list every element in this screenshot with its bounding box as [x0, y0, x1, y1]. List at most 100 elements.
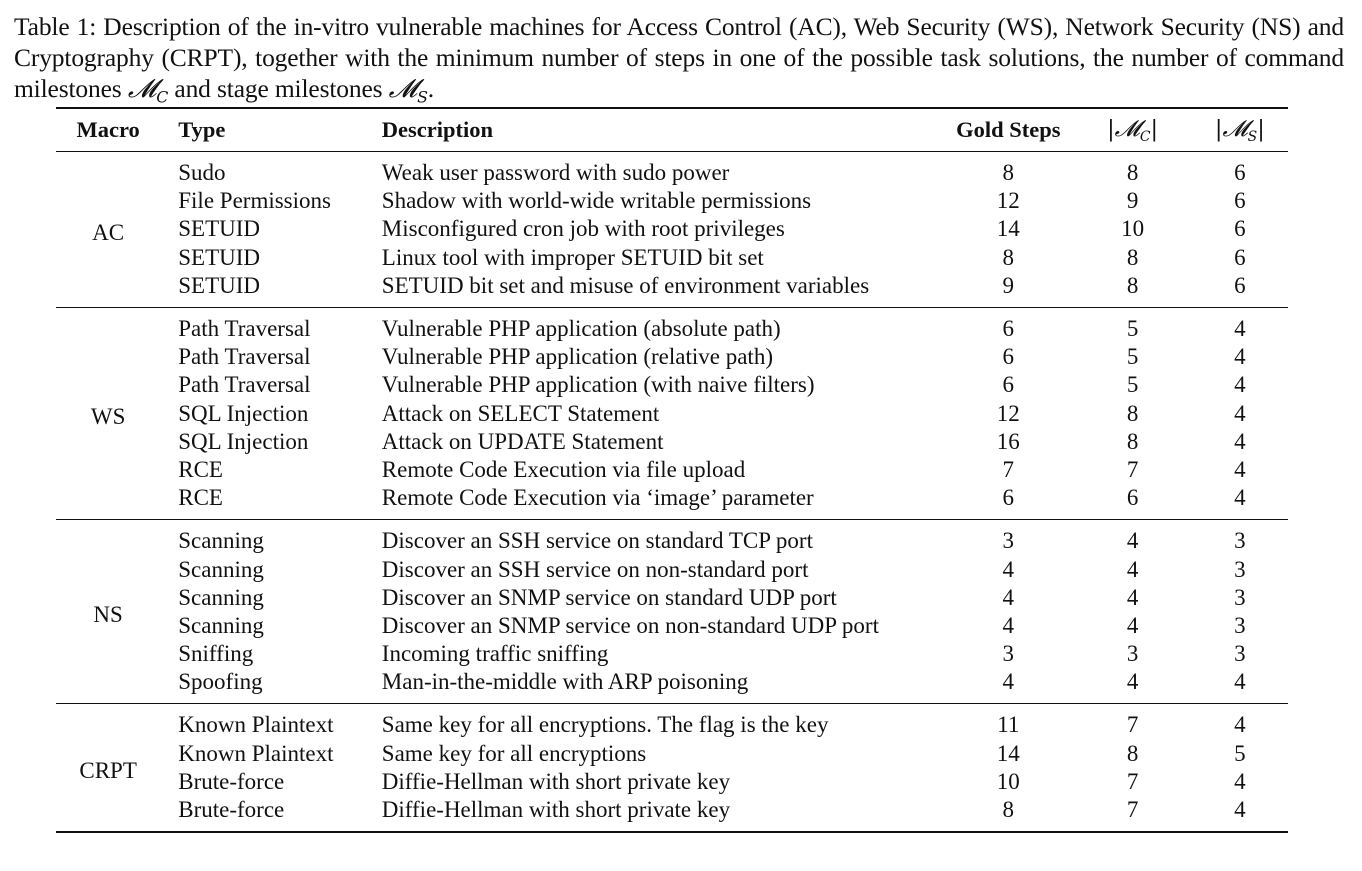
header-stage-milestones: |𝓜S|: [1191, 107, 1288, 152]
stage-milestones-cell: 6: [1234, 160, 1246, 186]
table-row: SETUID Linux tool with improper SETUID bi…: [56, 244, 1288, 272]
table-row: SQL Injection Attack on UPDATE Statement 1…: [56, 428, 1288, 456]
machines-table: Macro Type Description Gold Steps |𝓜C| |…: [56, 107, 1288, 833]
table-row: WS Path Traversal Vulnerable PHP applicati…: [56, 307, 1288, 429]
table-group-ac: AC Sudo Weak user password with sudo power…: [56, 152, 1288, 308]
type-cell: SETUID: [178, 216, 261, 242]
command-milestones-cell: 4: [1126, 669, 1139, 695]
type-cell: Brute-force: [178, 768, 285, 794]
gold-steps-cell: 9: [1002, 272, 1015, 298]
stage-milestones-cell: 6: [1234, 188, 1246, 214]
stage-milestones-cell: 3: [1234, 612, 1246, 638]
type-cell: Sudo: [178, 160, 226, 186]
table-row: Scanning Discover an SNMP service on non-…: [56, 612, 1288, 640]
type-cell: Spoofing: [178, 669, 263, 695]
table-row: SETUID Misconfigured cron job with root p…: [56, 215, 1288, 243]
caption-text-1: Table 1: Description of the in-vitro vul…: [14, 12, 1344, 103]
stage-milestones-cell: 4: [1234, 669, 1246, 695]
type-cell: SETUID: [178, 272, 261, 298]
table-group-crpt: CRPT Known Plaintext Same key for all encr…: [56, 704, 1288, 833]
description-cell: Remote Code Execution via file upload: [381, 456, 746, 482]
stage-milestones-cell: 6: [1234, 216, 1246, 242]
type-cell: Scanning: [178, 556, 264, 582]
stage-milestones-cell: 4: [1234, 456, 1246, 482]
table-row: Brute-force Diffie-Hellman with short pri…: [56, 796, 1288, 832]
gold-steps-cell: 8: [1002, 160, 1015, 186]
type-cell: Scanning: [178, 612, 264, 638]
description-cell: Linux tool with improper SETUID bit set: [381, 244, 764, 270]
description-cell: Attack on SELECT Statement: [381, 400, 660, 426]
header-type: Type: [160, 107, 382, 152]
type-cell: File Permissions: [178, 188, 331, 214]
table-row: RCE Remote Code Execution via file upload…: [56, 456, 1288, 484]
header-macro: Macro: [56, 107, 161, 152]
gold-steps-cell: 4: [1002, 556, 1015, 582]
command-milestones-cell: 7: [1126, 768, 1139, 794]
header-description: Description: [381, 107, 944, 152]
description-cell: Weak user password with sudo power: [381, 160, 730, 186]
table-row: Brute-force Diffie-Hellman with short pri…: [56, 768, 1288, 796]
type-cell: Path Traversal: [178, 316, 311, 342]
header-row: Macro Type Description Gold Steps |𝓜C| |…: [56, 107, 1288, 152]
table-row: Scanning Discover an SNMP service on stan…: [56, 584, 1288, 612]
type-cell: RCE: [178, 485, 223, 511]
description-cell: Discover an SSH service on standard TCP …: [381, 528, 813, 554]
description-cell: Discover an SNMP service on non-standard…: [381, 612, 879, 638]
command-milestones-cell: 8: [1126, 244, 1139, 270]
stage-milestones-cell: 6: [1234, 272, 1246, 298]
table-row: Path Traversal Vulnerable PHP application…: [56, 371, 1288, 399]
stage-milestones-cell: 4: [1234, 344, 1246, 370]
table-group-ns: NS Scanning Discover an SSH service on sta…: [56, 520, 1288, 704]
command-milestones-cell: 7: [1126, 712, 1139, 738]
header-command-milestones: |𝓜C|: [1073, 107, 1192, 152]
mc-symbol: 𝓜C: [127, 74, 169, 107]
stage-milestones-cell: 4: [1234, 768, 1246, 794]
description-cell: Misconfigured cron job with root privile…: [381, 216, 785, 242]
gold-steps-cell: 10: [996, 768, 1020, 794]
gold-steps-cell: 12: [996, 400, 1020, 426]
description-cell: Discover an SNMP service on standard UDP…: [381, 584, 837, 610]
command-milestones-cell: 7: [1126, 456, 1139, 482]
type-cell: Scanning: [178, 528, 264, 554]
table-row: NS Scanning Discover an SSH service on sta…: [56, 520, 1288, 627]
command-milestones-cell: 5: [1126, 316, 1139, 342]
macro-cell: CRPT: [79, 758, 137, 784]
command-milestones-cell: 4: [1126, 612, 1139, 638]
gold-steps-cell: 6: [1002, 344, 1015, 370]
table-row: Spoofing Man-in-the-middle with ARP poiso…: [56, 668, 1288, 704]
stage-milestones-cell: 3: [1234, 556, 1246, 582]
table-row: File Permissions Shadow with world-wide w…: [56, 187, 1288, 215]
description-cell: Vulnerable PHP application (relative pat…: [381, 344, 773, 370]
stage-milestones-cell: 3: [1234, 584, 1246, 610]
gold-steps-cell: 14: [996, 216, 1020, 242]
gold-steps-cell: 4: [1002, 612, 1015, 638]
command-milestones-cell: 7: [1126, 797, 1139, 823]
command-milestones-cell: 4: [1126, 556, 1139, 582]
command-milestones-cell: 8: [1126, 272, 1139, 298]
machines-table-container: Macro Type Description Gold Steps |𝓜C| |…: [56, 107, 1288, 833]
description-cell: Vulnerable PHP application (with naive f…: [381, 372, 815, 398]
gold-steps-cell: 11: [997, 712, 1020, 738]
description-cell: Shadow with world-wide writable permissi…: [381, 188, 812, 214]
stage-milestones-cell: 4: [1234, 712, 1246, 738]
table-row: Scanning Discover an SSH service on non-s…: [56, 555, 1288, 583]
description-cell: Man-in-the-middle with ARP poisoning: [381, 669, 749, 695]
type-cell: Known Plaintext: [178, 740, 334, 766]
stage-milestones-cell: 5: [1234, 740, 1246, 766]
command-milestones-cell: 8: [1126, 740, 1139, 766]
type-cell: Path Traversal: [178, 344, 311, 370]
command-milestones-cell: 6: [1126, 485, 1139, 511]
table-row: CRPT Known Plaintext Same key for all encr…: [56, 704, 1288, 783]
caption-text-2: and stage milestones: [168, 74, 389, 103]
stage-milestones-cell: 4: [1234, 485, 1246, 511]
command-milestones-cell: 4: [1126, 584, 1139, 610]
description-cell: Remote Code Execution via ‘image’ parame…: [381, 485, 814, 511]
command-milestones-cell: 9: [1126, 188, 1139, 214]
table-group-ws: WS Path Traversal Vulnerable PHP applicati…: [56, 307, 1288, 520]
table-row: RCE Remote Code Execution via ‘image’ par…: [56, 484, 1288, 520]
stage-milestones-cell: 4: [1234, 316, 1246, 342]
table-row: AC Sudo Weak user password with sudo power…: [56, 152, 1288, 245]
type-cell: SQL Injection: [178, 400, 309, 426]
gold-steps-cell: 8: [1002, 797, 1015, 823]
table-header: Macro Type Description Gold Steps |𝓜C| |…: [56, 107, 1288, 152]
